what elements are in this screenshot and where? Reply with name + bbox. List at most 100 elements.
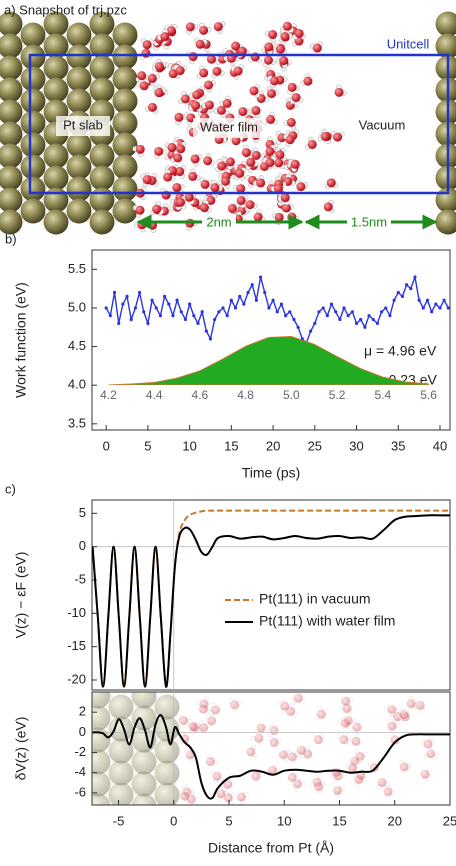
point: [183, 317, 188, 322]
oxygen: [280, 32, 290, 42]
oxygen: [223, 779, 233, 789]
oxygen: [168, 69, 178, 79]
oxygen: [227, 203, 237, 213]
point: [137, 290, 142, 295]
pt-atom: [89, 77, 115, 103]
oxygen: [198, 704, 208, 714]
oxygen: [267, 89, 277, 99]
chart: -20 -15 -10 -5 0 5 V(z) − εF (eV) c) Pt(111) in …: [5, 481, 451, 691]
pt-atom: [112, 22, 138, 48]
water-film-label: Water film: [200, 119, 258, 134]
pt-atom: [89, 165, 115, 191]
pt-atom: [20, 44, 46, 70]
label-bg: [56, 116, 110, 136]
x-tick-label: 40: [433, 438, 447, 453]
oxygen: [245, 200, 255, 210]
point: [434, 302, 438, 306]
pt-atom: [92, 727, 111, 753]
oxygen: [269, 725, 279, 735]
pt-atom: [0, 209, 23, 235]
oxygen: [326, 178, 336, 188]
oxygen: [205, 757, 215, 767]
oxygen: [211, 705, 221, 715]
pt-slab-label: Pt slab: [63, 117, 103, 132]
plot-area: [92, 714, 450, 800]
oxygen: [179, 716, 189, 726]
line: [105, 274, 449, 344]
point: [275, 310, 279, 314]
pt-atom: [89, 209, 115, 235]
point: [154, 306, 158, 310]
pt-atom: [89, 55, 115, 81]
oxygen: [377, 778, 387, 788]
oxygen: [280, 193, 290, 203]
point: [254, 298, 258, 302]
oxygen: [184, 192, 194, 202]
point: [288, 310, 292, 314]
point: [292, 317, 296, 322]
point: [217, 310, 221, 314]
pt-atom: [435, 121, 456, 147]
x-axis-label: Distance from Pt (Å): [208, 840, 334, 856]
pt-atom: [66, 132, 92, 158]
point: [229, 298, 233, 302]
point: [417, 298, 421, 302]
label-bg: [347, 214, 391, 230]
point: [117, 321, 121, 325]
point: [263, 290, 267, 295]
legend-label: Pt(111) in vacuum: [259, 591, 371, 607]
oxygen: [217, 161, 227, 171]
oxygen: [236, 792, 246, 802]
point: [225, 314, 229, 318]
oxygen: [154, 62, 164, 72]
oxygen: [253, 212, 263, 222]
y-tick-label: 2: [79, 704, 86, 719]
oxygen: [287, 82, 297, 92]
point: [329, 302, 334, 306]
oxygen: [188, 171, 198, 181]
oxygen: [285, 135, 295, 145]
annotation: μ = 4.96 eV: [364, 343, 437, 359]
oxygen: [142, 40, 152, 50]
oxygen: [287, 212, 297, 222]
oxygen: [195, 39, 205, 49]
oxygen: [186, 794, 196, 804]
oxygen: [314, 782, 324, 792]
oxygen: [185, 22, 195, 32]
pt-atom: [131, 749, 157, 775]
oxygen: [340, 718, 350, 728]
line: [92, 714, 450, 800]
oxygen: [390, 735, 400, 745]
point: [104, 306, 108, 310]
oxygen: [180, 94, 190, 104]
oxygen: [274, 158, 284, 168]
point: [200, 310, 204, 314]
panel-label: b): [5, 231, 17, 246]
oxygen: [199, 25, 209, 35]
oxygen: [203, 156, 213, 166]
point: [284, 314, 288, 318]
x-tick-label: 5.0: [283, 388, 300, 402]
vacuum-label: Vacuum: [359, 117, 406, 132]
oxygen: [339, 735, 349, 745]
y-tick-label: 0: [79, 724, 86, 739]
pt-atom: [108, 716, 134, 742]
point: [313, 321, 317, 325]
oxygen: [191, 101, 201, 111]
oxygen: [223, 793, 233, 803]
y-tick-label: 4.0: [68, 377, 86, 392]
point: [413, 275, 417, 279]
point: [192, 314, 196, 318]
pt-atom: [435, 11, 456, 37]
pt-atom: [20, 66, 46, 92]
point: [346, 314, 350, 318]
point: [388, 314, 392, 318]
oxygen: [281, 203, 291, 213]
x-tick-label: 4.8: [237, 388, 254, 402]
point: [446, 306, 450, 310]
oxygen: [216, 105, 226, 115]
pt-atom: [108, 694, 134, 720]
pt-atom: [0, 99, 23, 125]
oxygen: [290, 159, 300, 169]
oxygen: [199, 68, 209, 78]
